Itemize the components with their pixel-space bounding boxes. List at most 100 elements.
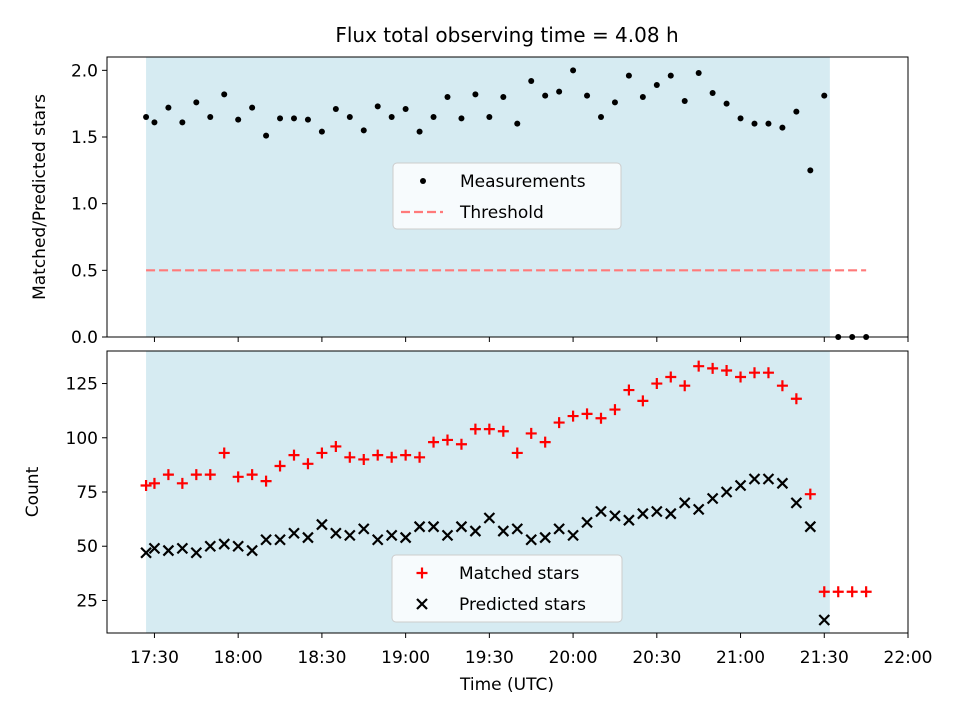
- legend-marker: [416, 598, 428, 610]
- measurement-point: [486, 114, 493, 120]
- matched-star-point: [330, 440, 342, 452]
- measurement-point: [332, 106, 339, 112]
- measurements-layer: [143, 67, 870, 340]
- x-tick-label: 19:00: [381, 648, 430, 668]
- matched-star-point: [316, 447, 328, 459]
- legend-label: Matched stars: [459, 564, 579, 584]
- predicted-star-point: [302, 531, 314, 544]
- bottom-legend: Matched stars Predicted stars: [391, 554, 623, 623]
- matched-star-point: [567, 410, 579, 422]
- counts-panel: 25 50 75 100 125 17:30 18:00 18:30 19:00 19:30 20…: [23, 350, 933, 695]
- measurement-point: [416, 128, 423, 135]
- predicted-star-point: [288, 527, 300, 539]
- measurement-point: [143, 114, 150, 120]
- y-tick-label: 25: [76, 591, 98, 611]
- matched-star-point: [804, 488, 816, 500]
- legend-box: [392, 162, 622, 230]
- predicted-star-point: [581, 516, 593, 529]
- measurement-point: [207, 114, 214, 120]
- predicted-star-point: [357, 523, 370, 535]
- predicted-star-point: [511, 523, 524, 535]
- predicted-star-point: [246, 544, 258, 557]
- measurement-point: [235, 116, 242, 123]
- matched-star-point: [246, 469, 258, 481]
- measurement-point: [249, 104, 256, 111]
- predicted-star-point: [595, 505, 607, 518]
- predicted-star-point: [637, 507, 649, 520]
- matched-star-point: [204, 469, 216, 481]
- predicted-star-point: [525, 533, 538, 546]
- measurement-point: [667, 72, 674, 79]
- bottom-y-axis: 25 50 75 100 125: [66, 375, 107, 611]
- measurement-point: [625, 72, 632, 79]
- matched-star-point: [274, 460, 286, 472]
- predicted-star-point: [140, 546, 152, 559]
- matched-star-point: [651, 378, 663, 390]
- measurement-point: [374, 103, 381, 110]
- matched-star-point: [140, 479, 152, 491]
- matched-star-point: [609, 404, 621, 416]
- matched-star-point: [790, 393, 802, 405]
- matched-star-point: [581, 408, 593, 420]
- predicted-star-point: [232, 540, 244, 553]
- matched-star-point: [776, 380, 788, 392]
- measurement-point: [556, 88, 563, 95]
- legend-marker: [420, 178, 426, 184]
- matched-star-point: [832, 586, 844, 598]
- predicted-star-point: [260, 533, 272, 546]
- predicted-star-point: [344, 529, 356, 542]
- measurement-point: [681, 98, 688, 104]
- top-y-axis-label: Matched/Predicted stars: [30, 94, 50, 300]
- predicted-star-point: [567, 529, 579, 542]
- legend-label: Measurements: [460, 172, 586, 192]
- measurement-point: [221, 91, 228, 98]
- measurement-point: [472, 91, 479, 98]
- matched-star-point: [483, 423, 495, 435]
- measurement-point: [737, 115, 744, 122]
- matched-star-point: [190, 469, 202, 481]
- x-tick-label: 22:00: [884, 648, 933, 668]
- measurement-point: [458, 115, 465, 122]
- measurement-point: [430, 114, 437, 120]
- top-x-ticks: [153, 337, 909, 342]
- measurement-point: [542, 92, 549, 99]
- matched-star-point: [344, 451, 356, 463]
- measurement-point: [570, 67, 577, 74]
- matched-star-point: [707, 362, 719, 374]
- y-tick-label: 75: [76, 483, 98, 503]
- measurement-point: [193, 99, 200, 106]
- predicted-star-point: [218, 538, 230, 550]
- y-tick-label: 1.0: [71, 195, 98, 215]
- matched-star-point: [288, 449, 300, 461]
- predicted-star-point: [651, 505, 663, 518]
- matched-star-point: [428, 436, 440, 448]
- measurement-point: [695, 70, 702, 76]
- matched-star-point: [260, 475, 272, 487]
- matched-star-point: [595, 412, 607, 424]
- matched-star-point: [637, 395, 649, 407]
- x-tick-label: 21:30: [800, 648, 849, 668]
- matched-star-point: [372, 449, 384, 461]
- x-tick-label: 19:30: [465, 648, 514, 668]
- measurement-point: [500, 94, 507, 100]
- matched-star-point: [818, 586, 830, 598]
- measurement-point: [318, 128, 325, 135]
- measurement-point: [779, 124, 786, 131]
- legend-label: Predicted stars: [459, 595, 586, 615]
- y-tick-label: 0.0: [71, 328, 98, 348]
- predicted-star-point: [553, 523, 565, 535]
- x-axis: 17:30 18:00 18:30 19:00 19:30 20:00 20:30 21:00…: [130, 633, 933, 668]
- predicted-star-point: [204, 540, 217, 553]
- x-tick-label: 18:30: [297, 648, 346, 668]
- predicted-star-point: [664, 507, 677, 520]
- measurement-point: [528, 78, 535, 84]
- matched-star-point: [860, 586, 872, 598]
- measurement-point: [304, 116, 311, 123]
- bottom-y-axis-label: Count: [23, 466, 43, 517]
- matched-star-point: [162, 469, 174, 481]
- matched-predicted-ratio-panel: 0.00.51.01.52.0 Matched/Predicted stars …: [30, 56, 909, 348]
- measurement-point: [584, 92, 591, 99]
- predicted-star-point: [148, 542, 161, 555]
- y-tick-label: 100: [66, 429, 98, 449]
- x-tick-label: 20:30: [632, 648, 681, 668]
